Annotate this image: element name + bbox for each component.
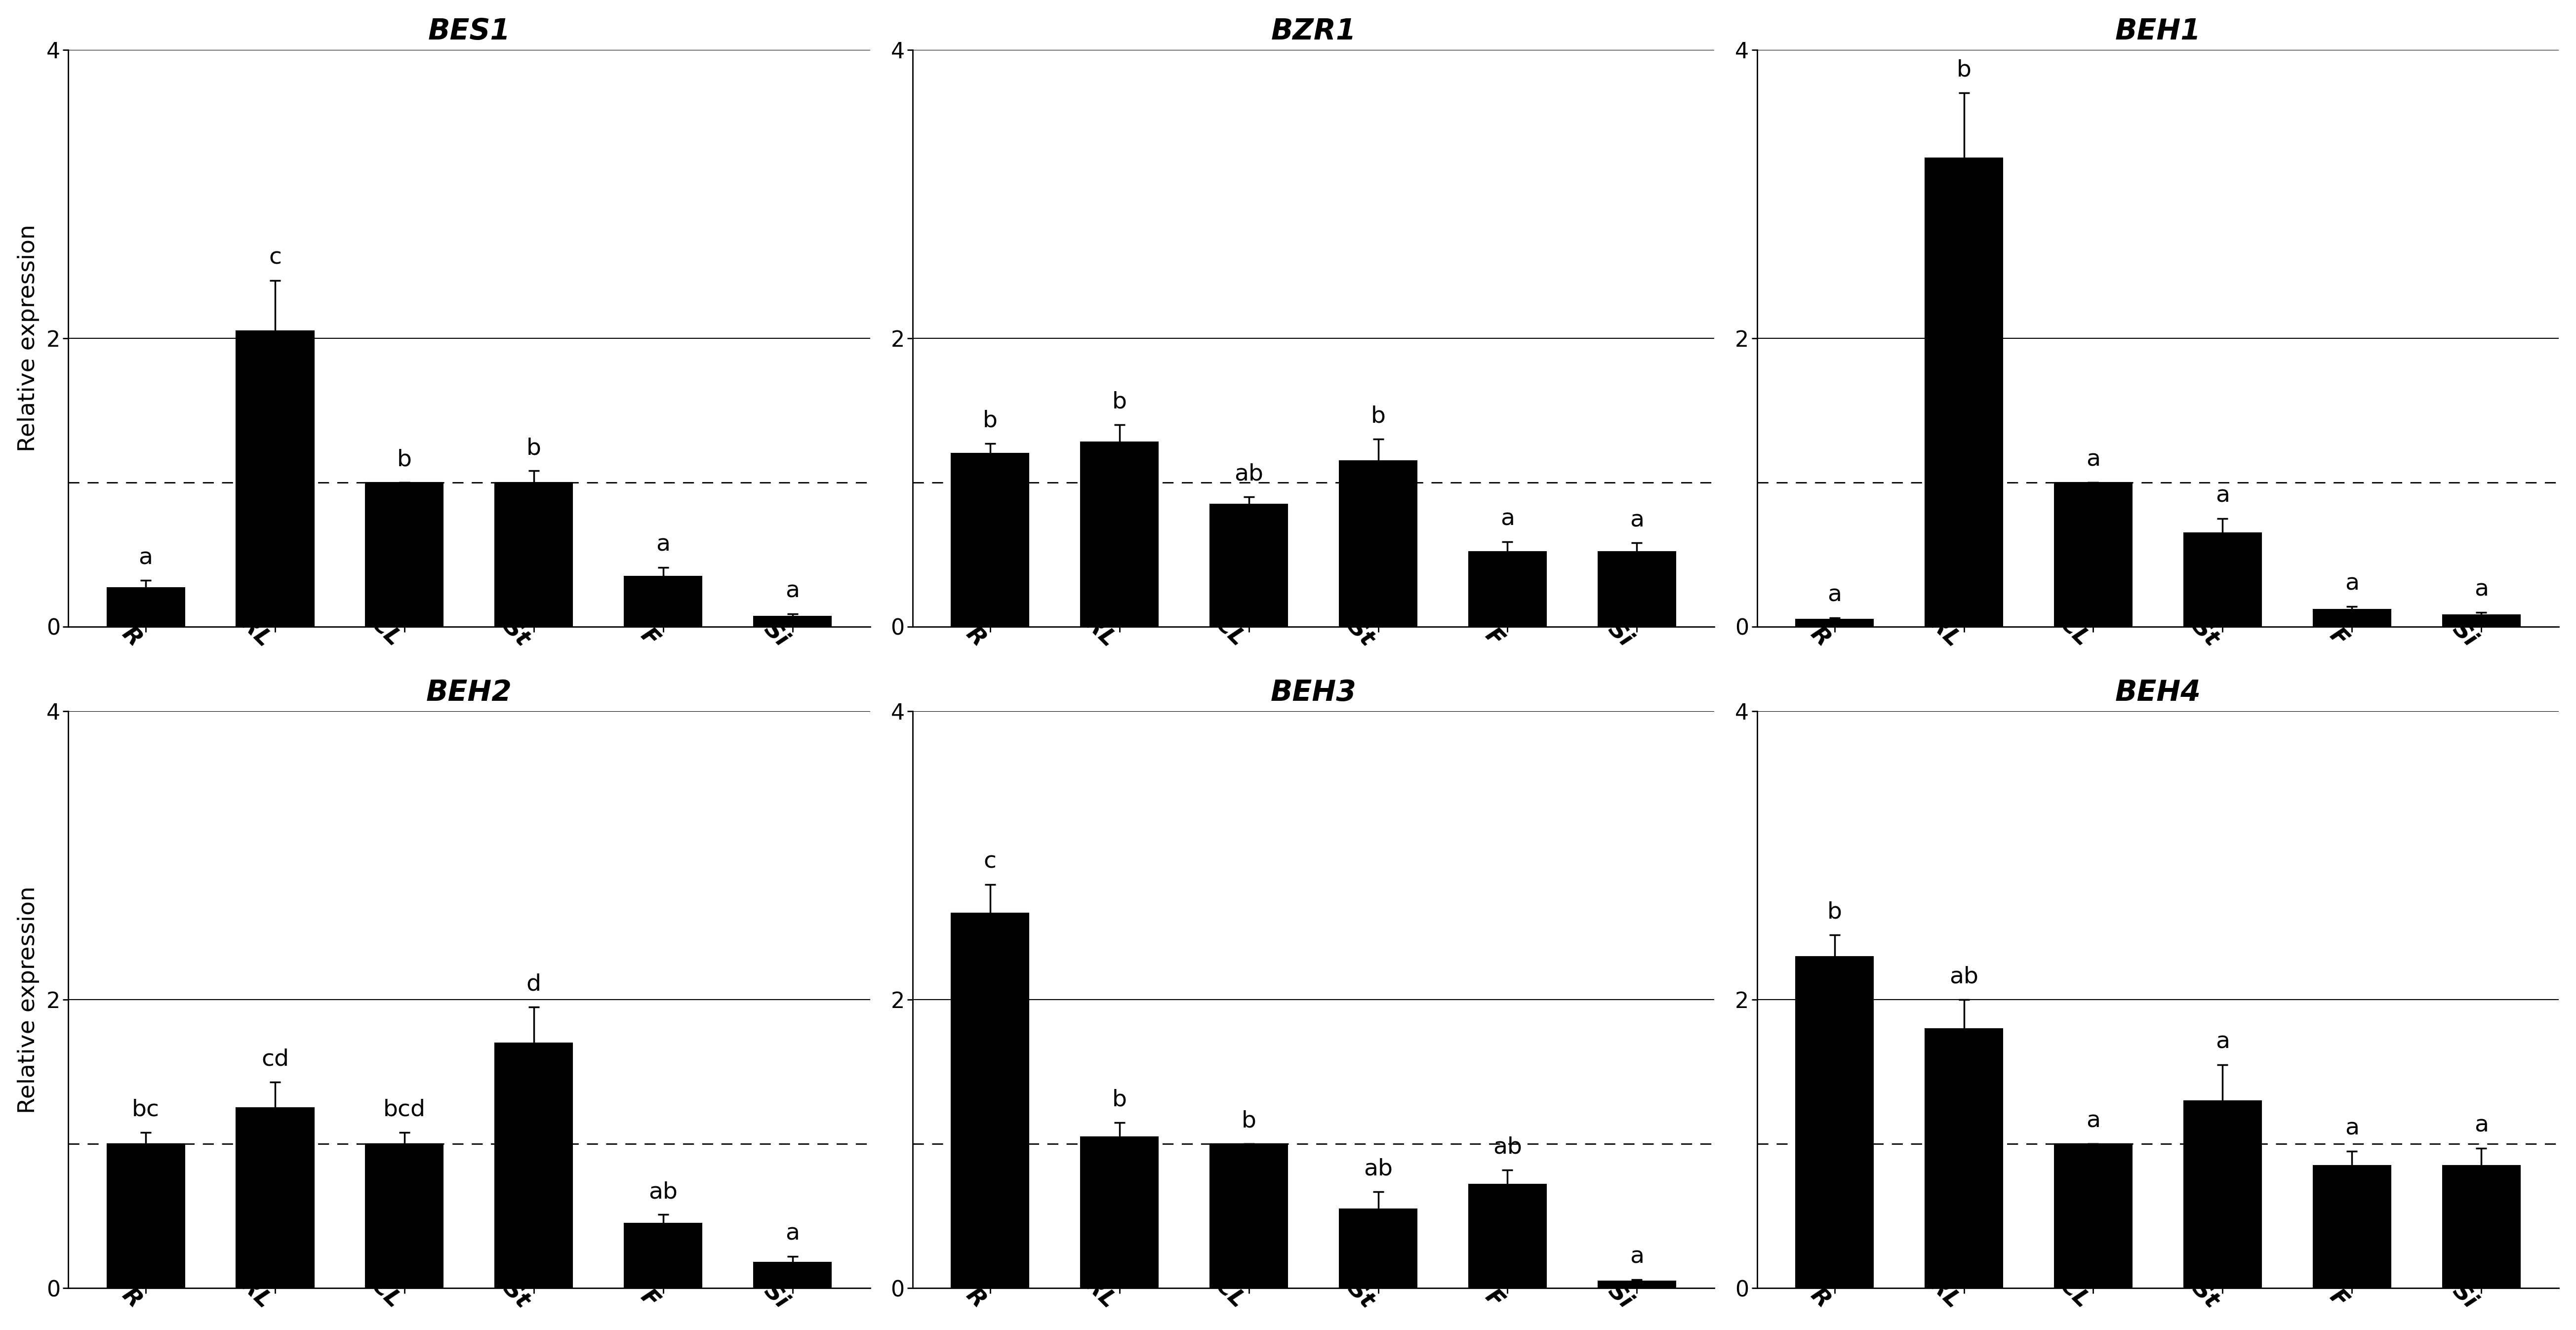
Text: b: b [1370, 406, 1386, 427]
Text: a: a [657, 533, 670, 556]
Bar [1924, 158, 2002, 626]
Bar [1924, 1028, 2002, 1289]
Bar [1082, 1137, 1159, 1289]
Bar [1597, 1281, 1674, 1289]
Text: bcd: bcd [384, 1099, 425, 1121]
Text: a: a [2344, 1117, 2360, 1140]
Text: a: a [139, 547, 152, 569]
Text: cd: cd [260, 1048, 289, 1071]
Bar [951, 914, 1028, 1289]
Text: ab: ab [1494, 1136, 1522, 1158]
Bar [623, 1224, 701, 1289]
Text: b: b [1242, 1111, 1257, 1132]
Bar [1468, 552, 1546, 626]
Bar [1468, 1184, 1546, 1289]
Bar [1795, 956, 1873, 1289]
Text: a: a [786, 1222, 799, 1245]
Text: a: a [1499, 508, 1515, 529]
Text: b: b [1955, 59, 1971, 81]
Bar [2313, 609, 2391, 626]
Bar [1211, 1144, 1288, 1289]
Text: b: b [1113, 1088, 1126, 1111]
Text: c: c [268, 246, 281, 269]
Bar [366, 483, 443, 626]
Bar [495, 1043, 572, 1289]
Text: ab: ab [1234, 463, 1262, 485]
Bar [2442, 614, 2519, 626]
Text: a: a [1631, 1246, 1643, 1267]
Text: ab: ab [1950, 966, 1978, 988]
Title: BES1: BES1 [428, 17, 510, 45]
Text: a: a [2215, 484, 2231, 507]
Title: BEH3: BEH3 [1270, 678, 1358, 706]
Bar [755, 1262, 832, 1289]
Bar [2056, 483, 2133, 626]
Text: c: c [984, 851, 997, 872]
Text: ab: ab [649, 1181, 677, 1204]
Title: BZR1: BZR1 [1270, 17, 1355, 45]
Bar [2184, 533, 2262, 626]
Bar [1340, 1209, 1417, 1289]
Bar [1211, 504, 1288, 626]
Text: a: a [2344, 573, 2360, 595]
Text: a: a [2215, 1031, 2231, 1053]
Bar [2056, 1144, 2133, 1289]
Bar [1795, 620, 1873, 626]
Bar [495, 483, 572, 626]
Bar [1340, 460, 1417, 626]
Bar [2184, 1101, 2262, 1289]
Text: a: a [1631, 509, 1643, 532]
Text: b: b [526, 438, 541, 459]
Bar [1597, 552, 1674, 626]
Y-axis label: Relative expression: Relative expression [18, 225, 39, 452]
Text: b: b [1113, 391, 1126, 414]
Title: BEH1: BEH1 [2115, 17, 2200, 45]
Bar [2442, 1165, 2519, 1289]
Bar [1082, 442, 1159, 626]
Title: BEH4: BEH4 [2115, 678, 2200, 706]
Y-axis label: Relative expression: Relative expression [18, 886, 39, 1113]
Bar [755, 617, 832, 626]
Text: a: a [2087, 448, 2099, 471]
Bar [623, 576, 701, 626]
Text: a: a [1826, 584, 1842, 606]
Text: b: b [981, 410, 997, 432]
Text: b: b [1826, 900, 1842, 923]
Bar [2313, 1165, 2391, 1289]
Text: d: d [526, 974, 541, 995]
Text: a: a [786, 580, 799, 602]
Bar [951, 454, 1028, 626]
Bar [108, 588, 185, 626]
Title: BEH2: BEH2 [425, 678, 513, 706]
Text: a: a [2473, 579, 2488, 601]
Text: a: a [2087, 1111, 2099, 1132]
Text: ab: ab [1363, 1158, 1394, 1180]
Bar [366, 1144, 443, 1289]
Text: a: a [2473, 1115, 2488, 1137]
Text: bc: bc [131, 1099, 160, 1121]
Text: b: b [397, 448, 412, 471]
Bar [237, 1108, 314, 1289]
Bar [108, 1144, 185, 1289]
Bar [237, 331, 314, 626]
